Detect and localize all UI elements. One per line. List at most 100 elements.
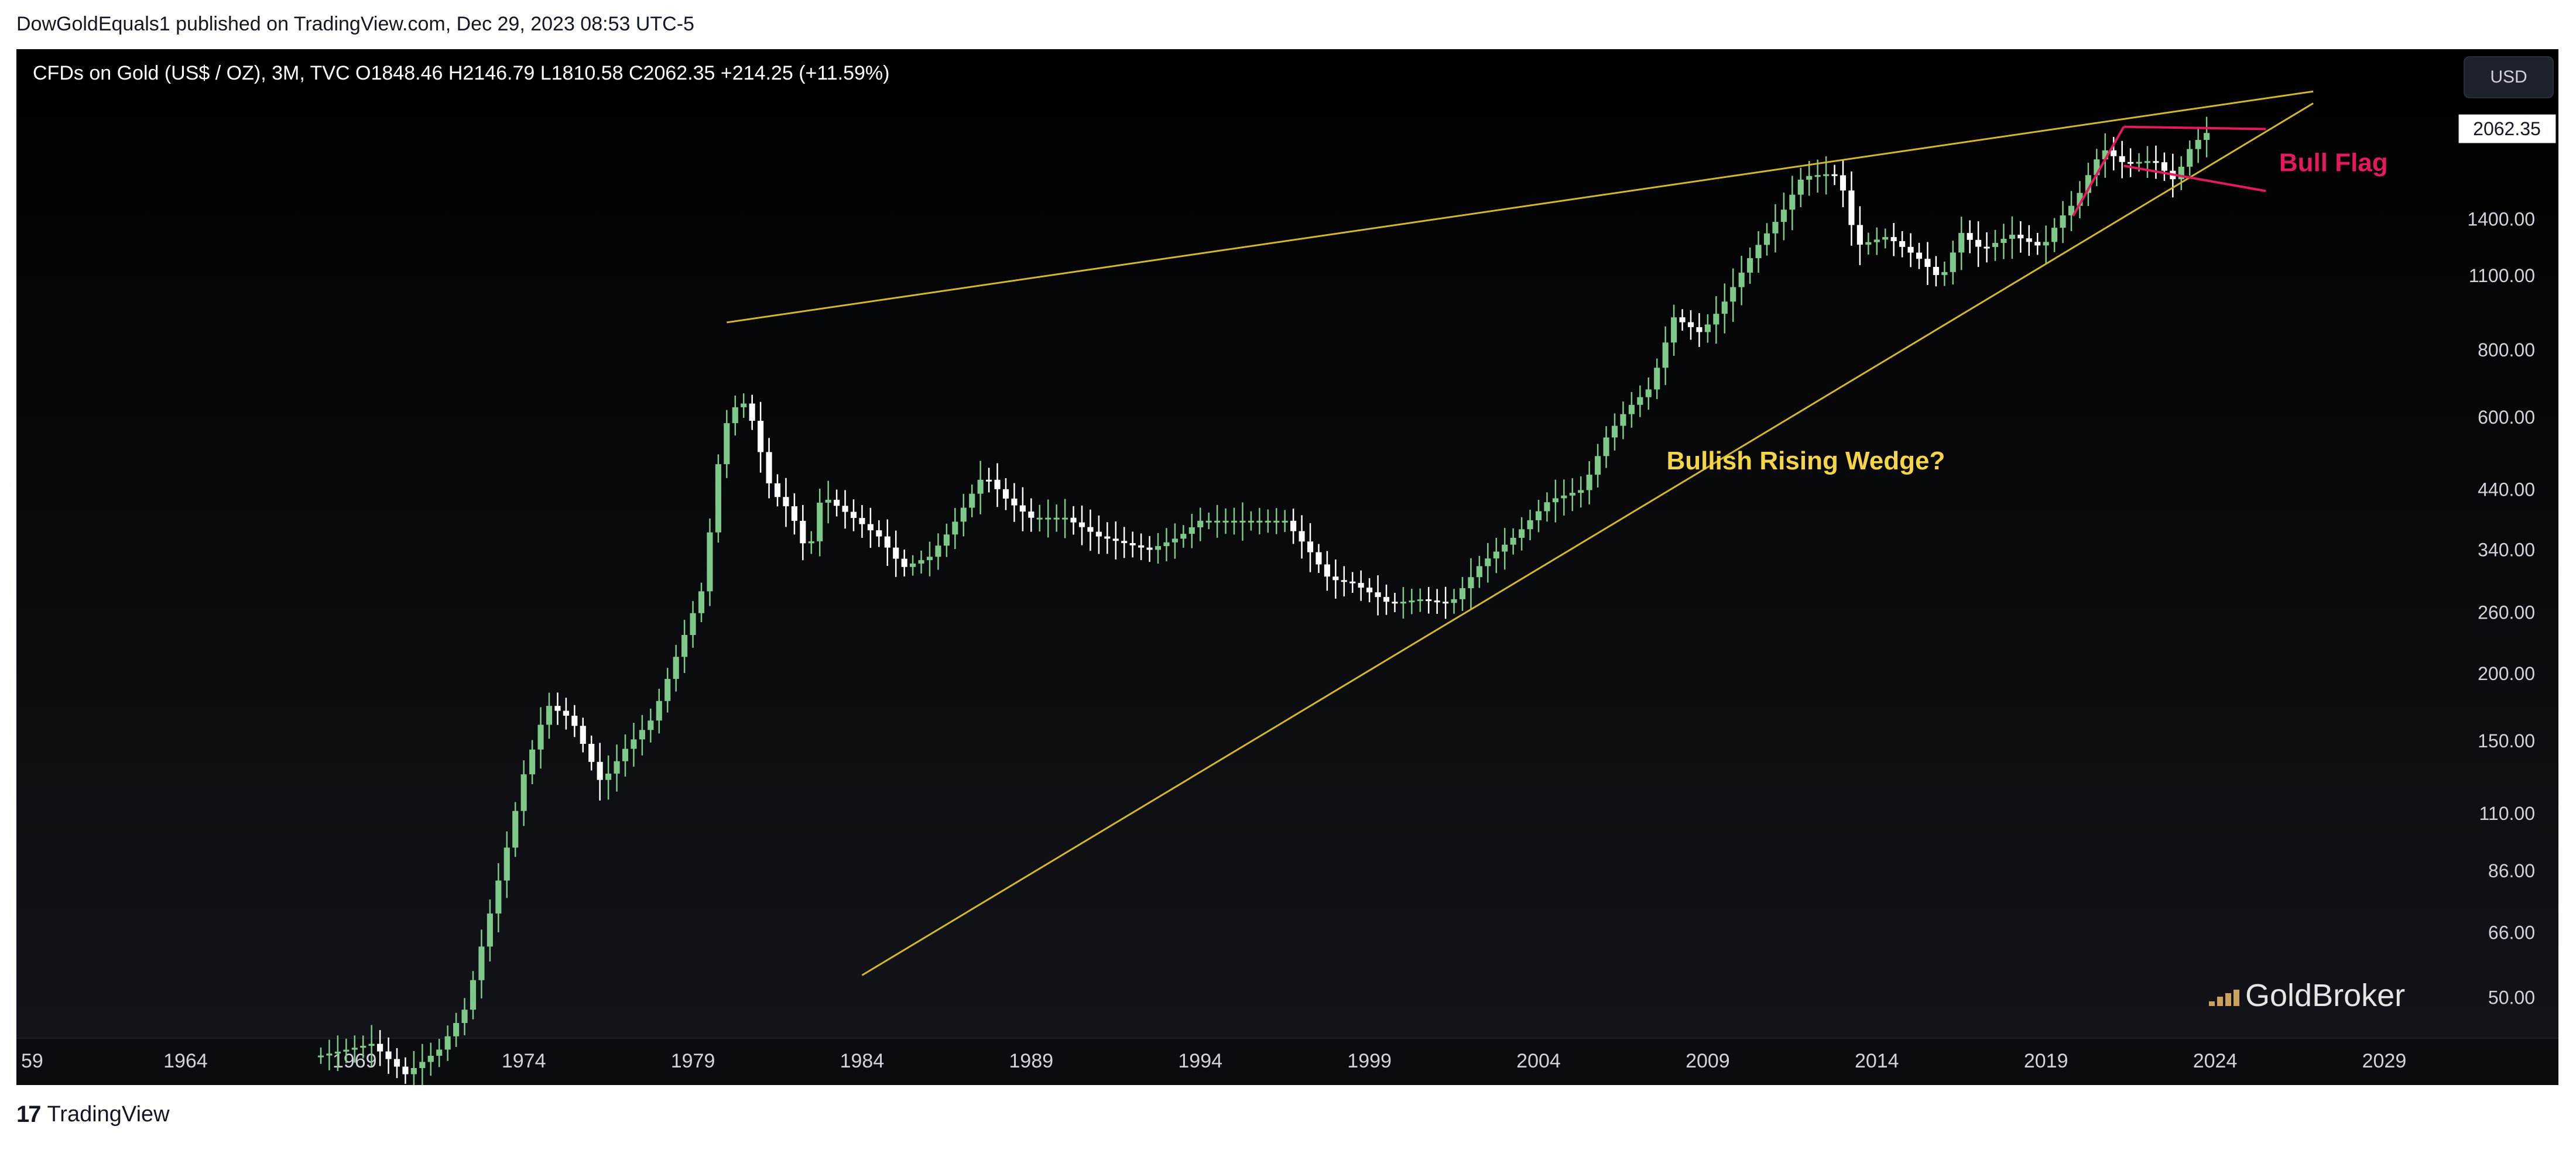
candle-body — [2119, 156, 2125, 162]
candle-body — [859, 518, 865, 524]
candle-body — [1400, 602, 1406, 604]
y-tick-label: 50.00 — [2488, 987, 2535, 1008]
x-tick-label: 1989 — [1009, 1050, 1054, 1072]
candle-body — [2136, 162, 2142, 164]
candle-body — [597, 761, 603, 780]
candle-body — [1519, 529, 1525, 538]
candle-body — [1552, 498, 1558, 503]
candle-body — [2000, 239, 2007, 243]
candle-body — [444, 1036, 451, 1050]
candle-body — [571, 715, 578, 726]
candle-body — [1595, 456, 1601, 475]
candle-body — [1146, 547, 1153, 550]
candle-body — [1239, 520, 1246, 523]
candle-body — [639, 730, 645, 740]
candle-body — [503, 847, 510, 881]
candle-body — [783, 497, 789, 507]
x-tick-label: 2014 — [1855, 1050, 1899, 1072]
candle-body — [614, 761, 620, 774]
candle-body — [588, 744, 595, 762]
candle-body — [1332, 576, 1339, 581]
x-tick-label: 1974 — [502, 1050, 546, 1072]
trendline — [2072, 126, 2125, 217]
candle-body — [622, 749, 629, 761]
y-tick-label: 200.00 — [2478, 663, 2535, 684]
candle-body — [1485, 558, 1491, 567]
candle-body — [935, 545, 941, 557]
candle-body — [1696, 327, 1703, 332]
candle-body — [1256, 520, 1263, 523]
goldbroker-logo-icon — [2234, 990, 2239, 1006]
candle-body — [1586, 475, 1592, 490]
candle-body — [1780, 210, 1787, 222]
candle-body — [410, 1068, 417, 1075]
candle-body — [1823, 174, 1830, 176]
candle-body — [1628, 404, 1635, 414]
candle-body — [2051, 228, 2058, 242]
candle-body — [1341, 580, 1347, 582]
candle-body — [1214, 520, 1221, 523]
candle-body — [2195, 140, 2201, 149]
candle-body — [842, 506, 848, 512]
candle-body — [1104, 536, 1111, 539]
candle-body — [1019, 505, 1026, 512]
candle-body — [631, 739, 637, 749]
candle-body — [1282, 520, 1288, 523]
x-tick-label: 2019 — [2024, 1050, 2068, 1072]
candle-body — [766, 452, 772, 483]
candle-body — [673, 657, 679, 679]
candle-body — [1569, 493, 1575, 496]
candle-body — [1527, 520, 1533, 530]
candle-body — [1375, 592, 1381, 598]
candle-body — [774, 483, 781, 497]
candle-body — [1053, 517, 1060, 520]
candle-body — [1451, 599, 1457, 603]
goldbroker-watermark: GoldBroker — [2209, 978, 2405, 1013]
candle-body — [1188, 527, 1195, 534]
candle-body — [1611, 425, 1618, 438]
candle-body — [512, 811, 519, 848]
candle-body — [1121, 541, 1128, 544]
candle-body — [918, 560, 924, 564]
candle-body — [1476, 566, 1482, 578]
chart-annotation: Bull Flag — [2279, 148, 2388, 177]
chart-annotation: Bullish Rising Wedge? — [1666, 447, 1945, 475]
candle-body — [1679, 317, 1686, 322]
x-tick-label: 1999 — [1347, 1050, 1392, 1072]
trendline — [2123, 125, 2266, 131]
candle-body — [1620, 414, 1626, 426]
candle-body — [2204, 133, 2210, 140]
candle-body — [1493, 551, 1499, 559]
candle-body — [402, 1066, 409, 1075]
candle-body — [2128, 162, 2134, 164]
candle-body — [1028, 512, 1034, 518]
candle-body — [436, 1049, 443, 1056]
candle-body — [2060, 215, 2066, 228]
candle-body — [2077, 193, 2083, 206]
candle-body — [1975, 239, 1982, 247]
candle-body — [1654, 368, 1660, 390]
candle-body — [884, 536, 890, 548]
candle-body — [758, 421, 764, 452]
time-axis-band — [16, 1038, 2558, 1085]
candle-body — [850, 512, 857, 519]
candle-body — [605, 773, 612, 780]
currency-button[interactable]: USD — [2464, 56, 2554, 98]
trendline — [2123, 164, 2266, 193]
candle-body — [546, 706, 553, 725]
candle-body — [1129, 543, 1136, 545]
candle-body — [1645, 389, 1652, 397]
candle-body — [2068, 205, 2075, 216]
candle-body — [1222, 520, 1229, 523]
candle-body — [1958, 233, 1965, 253]
candle-body — [1637, 397, 1643, 405]
candle-body — [1916, 252, 1923, 259]
candle-body — [715, 464, 721, 533]
tradingview-brand[interactable]: TradingView — [47, 1102, 170, 1127]
candle-body — [1806, 176, 1813, 180]
candle-body — [1180, 534, 1187, 539]
candle-body — [1443, 602, 1449, 604]
candle-body — [1730, 287, 1736, 302]
candle-body — [977, 479, 984, 494]
footer: 17 TradingView — [16, 1101, 170, 1128]
